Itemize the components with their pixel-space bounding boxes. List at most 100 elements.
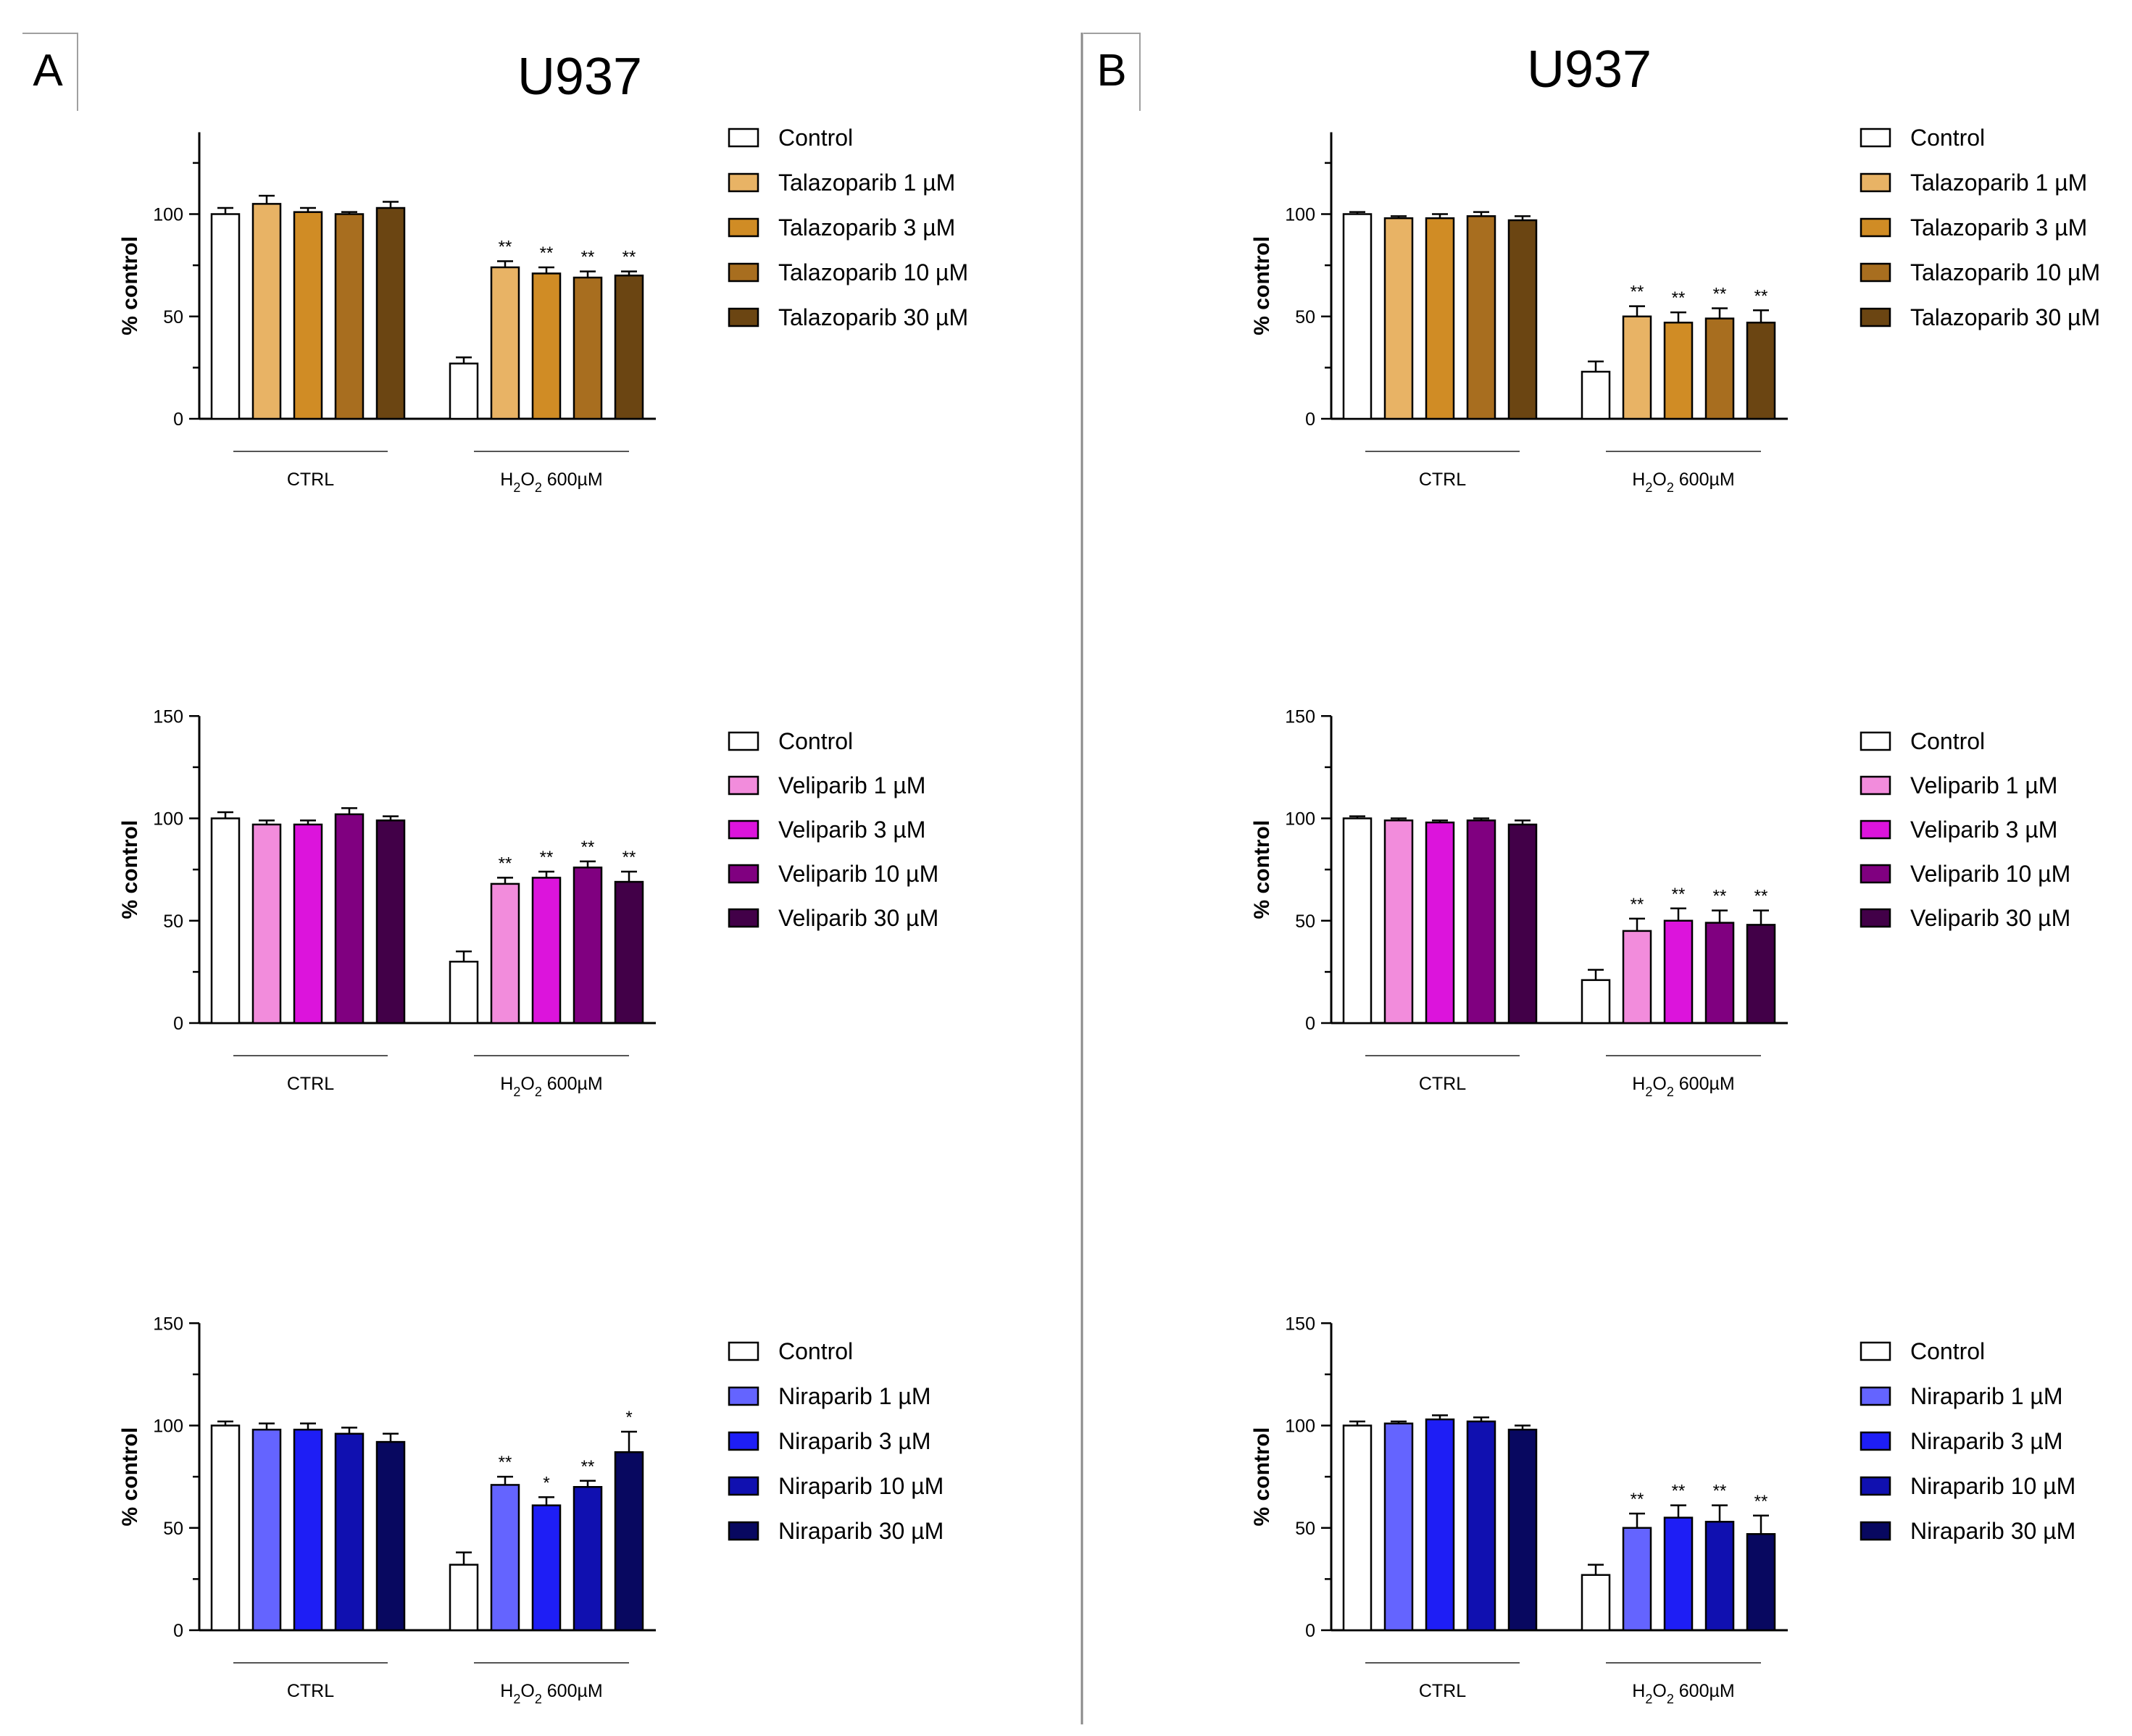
legend-swatch (1860, 1386, 1891, 1406)
group-label-part: 600µM (1674, 1681, 1735, 1701)
bar (1466, 215, 1496, 420)
y-tick-label: 100 (153, 1416, 183, 1437)
significance-label: ** (499, 1453, 512, 1472)
bar (1383, 1422, 1414, 1632)
significance-label: ** (581, 1457, 595, 1477)
legend-label: Veliparib 10 µM (1910, 861, 2070, 887)
significance-label: ** (1713, 284, 1727, 304)
group-label-part: 600µM (542, 1074, 603, 1094)
bar (210, 213, 241, 420)
bar (449, 362, 479, 420)
legend-label: Talazoparib 30 µM (1910, 304, 2100, 330)
legend-swatch (728, 307, 759, 327)
bar (490, 266, 520, 420)
legend-swatch (1860, 262, 1891, 283)
group-label: CTRL (1419, 1681, 1466, 1701)
group-label-part: O (1652, 1074, 1666, 1094)
bar (572, 276, 603, 420)
legend-swatch (728, 819, 759, 840)
group-label-part: 2 (1645, 1692, 1652, 1706)
y-tick-label: 150 (153, 706, 183, 727)
legend-label: Niraparib 3 µM (1910, 1428, 2063, 1454)
bar (1342, 1424, 1373, 1632)
y-tick-label: 100 (153, 809, 183, 830)
bar (1425, 821, 1455, 1025)
group-label-part: H (500, 1074, 513, 1094)
bar (490, 1484, 520, 1632)
y-tick-label: 0 (173, 1621, 183, 1641)
bar (1663, 1516, 1694, 1632)
legend-swatch (728, 1521, 759, 1541)
legend-swatch (728, 128, 759, 148)
group-label-part: H (1632, 470, 1645, 490)
y-tick-label: 0 (173, 409, 183, 430)
significance-label: ** (622, 848, 636, 867)
bar (1663, 919, 1694, 1025)
group-label-part: 2 (513, 1692, 520, 1706)
bar (1466, 1420, 1496, 1632)
group-label-part: O (1652, 1681, 1666, 1701)
significance-label: ** (1631, 1490, 1644, 1509)
group-label-part: H (1632, 1074, 1645, 1094)
bar (1663, 321, 1694, 420)
bar (572, 1486, 603, 1632)
bar (531, 272, 562, 420)
y-tick-label: 150 (1285, 706, 1315, 727)
significance-label: ** (540, 243, 554, 263)
significance-label: ** (1672, 288, 1686, 308)
legend-swatch (1860, 1341, 1891, 1361)
bar (449, 1564, 479, 1632)
group-label: H2O2 600µM (1632, 470, 1734, 495)
legend-label: Niraparib 10 µM (1910, 1473, 2075, 1499)
legend-swatch (728, 775, 759, 796)
group-label-part: 2 (513, 480, 520, 495)
legend-label: Veliparib 3 µM (778, 817, 925, 843)
legend-swatch (728, 1341, 759, 1361)
legend-swatch (1860, 1521, 1891, 1541)
bar (572, 867, 603, 1025)
legend-label: Control (778, 1338, 853, 1364)
bar (1383, 217, 1414, 420)
significance-label: ** (1754, 286, 1768, 306)
legend-label: Control (1910, 728, 1985, 754)
legend-label: Veliparib 3 µM (1910, 817, 2057, 843)
y-tick-label: 0 (173, 1014, 183, 1034)
bar (293, 1428, 323, 1632)
bar (1466, 819, 1496, 1025)
legend-swatch (1860, 307, 1891, 327)
legend-swatch (728, 217, 759, 238)
legend-label: Niraparib 30 µM (778, 1518, 944, 1544)
group-label-part: 2 (535, 480, 542, 495)
y-tick-label: 150 (1285, 1314, 1315, 1334)
legend-swatch (1860, 819, 1891, 840)
group-label-part: H (500, 1681, 513, 1701)
y-axis-title: % control (1250, 236, 1274, 335)
legend-swatch (728, 731, 759, 751)
group-label-part: 2 (535, 1692, 542, 1706)
bar (1383, 819, 1414, 1025)
bar (1581, 979, 1611, 1025)
bar (1581, 1574, 1611, 1632)
group-label: H2O2 600µM (500, 470, 602, 495)
bar (375, 206, 406, 420)
group-label: H2O2 600µM (1632, 1681, 1734, 1706)
bar (293, 211, 323, 420)
bar (334, 213, 365, 420)
group-label-part: O (520, 1074, 534, 1094)
bar (1704, 922, 1735, 1025)
bar (1507, 219, 1538, 420)
y-tick-label: 50 (163, 307, 183, 327)
group-label: CTRL (1419, 1074, 1466, 1094)
bar (251, 1428, 282, 1632)
bar (1622, 315, 1652, 420)
legend-swatch (728, 172, 759, 193)
y-axis-title: % control (118, 820, 142, 919)
bar (251, 203, 282, 420)
group-label-part: H (500, 470, 513, 490)
legend-swatch (1860, 172, 1891, 193)
bar (1507, 823, 1538, 1025)
legend-label: Talazoparib 3 µM (1910, 214, 2087, 241)
bar (531, 1504, 562, 1632)
bar (449, 961, 479, 1025)
